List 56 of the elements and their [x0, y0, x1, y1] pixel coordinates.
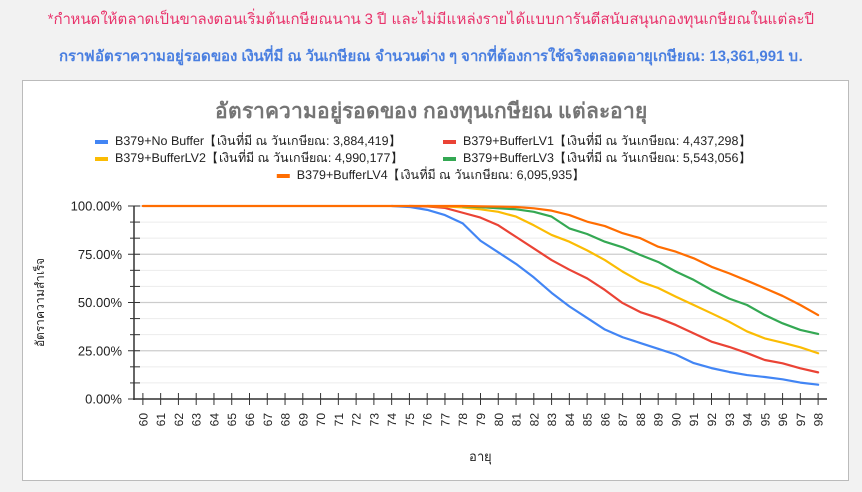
chart-title: อัตราความอยู่รอดของ กองทุนเกษียณ แต่ละอายุ	[215, 99, 647, 125]
x-tick-label: 74	[385, 412, 400, 426]
x-tick-label: 79	[474, 412, 488, 426]
y-axis-title: อัตราความสำเร็จ	[32, 258, 47, 347]
x-tick-label: 82	[527, 412, 542, 426]
x-tick-label: 78	[456, 412, 470, 426]
x-tick-label: 94	[740, 412, 755, 426]
x-tick-label: 64	[207, 412, 222, 426]
x-tick-label: 66	[243, 412, 257, 426]
text: กราฟอัตราความอยู่รอดของ เงินที่มี ณ วันเกษียณ จำนวนต่าง ๆ จากที่ต้องการใช้จริงตลอดอายุเกษียณ: 13,361,991 บ.	[59, 45, 803, 66]
y-tick-label: 50.00%	[78, 295, 122, 310]
x-tick-label: 73	[367, 412, 382, 426]
x-axis-title: อายุ	[469, 449, 492, 465]
x-tick-label: 97	[794, 412, 808, 426]
x-tick-label: 89	[652, 412, 666, 426]
line-series	[462, 205, 820, 336]
x-tick-label: 62	[172, 412, 186, 426]
x-tick-label: 84	[562, 412, 577, 426]
legend-label: B379+BufferLV4【เงินที่มี ณ วันเกษียณ: 6,095,935】	[296, 166, 586, 182]
x-tick-label: 69	[296, 412, 310, 426]
x-tick-label: 81	[510, 412, 524, 426]
y-tick-label: 0.00%	[85, 392, 122, 406]
x-tick-label: 80	[492, 412, 506, 426]
x-tick-label: 77	[438, 412, 452, 426]
legend-label: B379+BufferLV1【เงินที่มี ณ วันเกษียณ: 4,437,298】	[463, 132, 752, 148]
x-tick-label: 93	[722, 412, 737, 426]
x-tick-label: 70	[314, 412, 328, 426]
x-tick-label: 61	[154, 412, 168, 426]
legend-label: B379+BufferLV3【เงินที่มี ณ วันเกษียณ: 5,543,056】	[463, 149, 752, 165]
y-tick-label: 75.00%	[78, 246, 122, 262]
legend-label: B379+BufferLV2【เงินที่มี ณ วันเกษียณ: 4,990,177】	[115, 149, 404, 165]
x-tick-label: 88	[634, 412, 648, 426]
x-tick-label: 71	[332, 412, 346, 426]
x-tick-label: 75	[402, 412, 417, 426]
line-series	[142, 204, 820, 316]
legend-label: B379+No Buffer【เงินที่มี ณ วันเกษียณ: 3,884,419】	[115, 132, 402, 148]
x-tick-label: 83	[545, 412, 560, 426]
x-tick-label: 85	[580, 412, 595, 426]
x-tick-label: 96	[776, 412, 790, 426]
x-tick-label: 76	[420, 412, 435, 426]
x-tick-label: 67	[260, 412, 275, 426]
x-tick-label: 65	[225, 412, 240, 426]
x-tick-label: 91	[687, 412, 702, 426]
x-tick-label: 92	[705, 412, 719, 426]
x-tick-label: 86	[598, 412, 612, 426]
y-tick-label: 100.00%	[70, 198, 122, 214]
x-tick-label: 72	[350, 412, 364, 426]
text: *กำหนดให้ตลาดเป็นขาลงตอนเริ่มต้นเกษียณนาน 3 ปี และไม่มีแหล่งรายได้แบบการันตีสนับสนุนกองทุนเกษียณในแต่ละปี	[48, 8, 814, 29]
x-tick-label: 90	[669, 412, 684, 426]
y-tick-label: 25.00%	[78, 343, 122, 358]
x-tick-label: 63	[190, 412, 204, 426]
x-tick-label: 95	[758, 412, 772, 426]
x-tick-label: 87	[616, 412, 630, 426]
x-tick-label: 68	[278, 412, 293, 426]
x-tick-label: 60	[136, 412, 150, 426]
x-tick-label: 98	[812, 412, 826, 426]
